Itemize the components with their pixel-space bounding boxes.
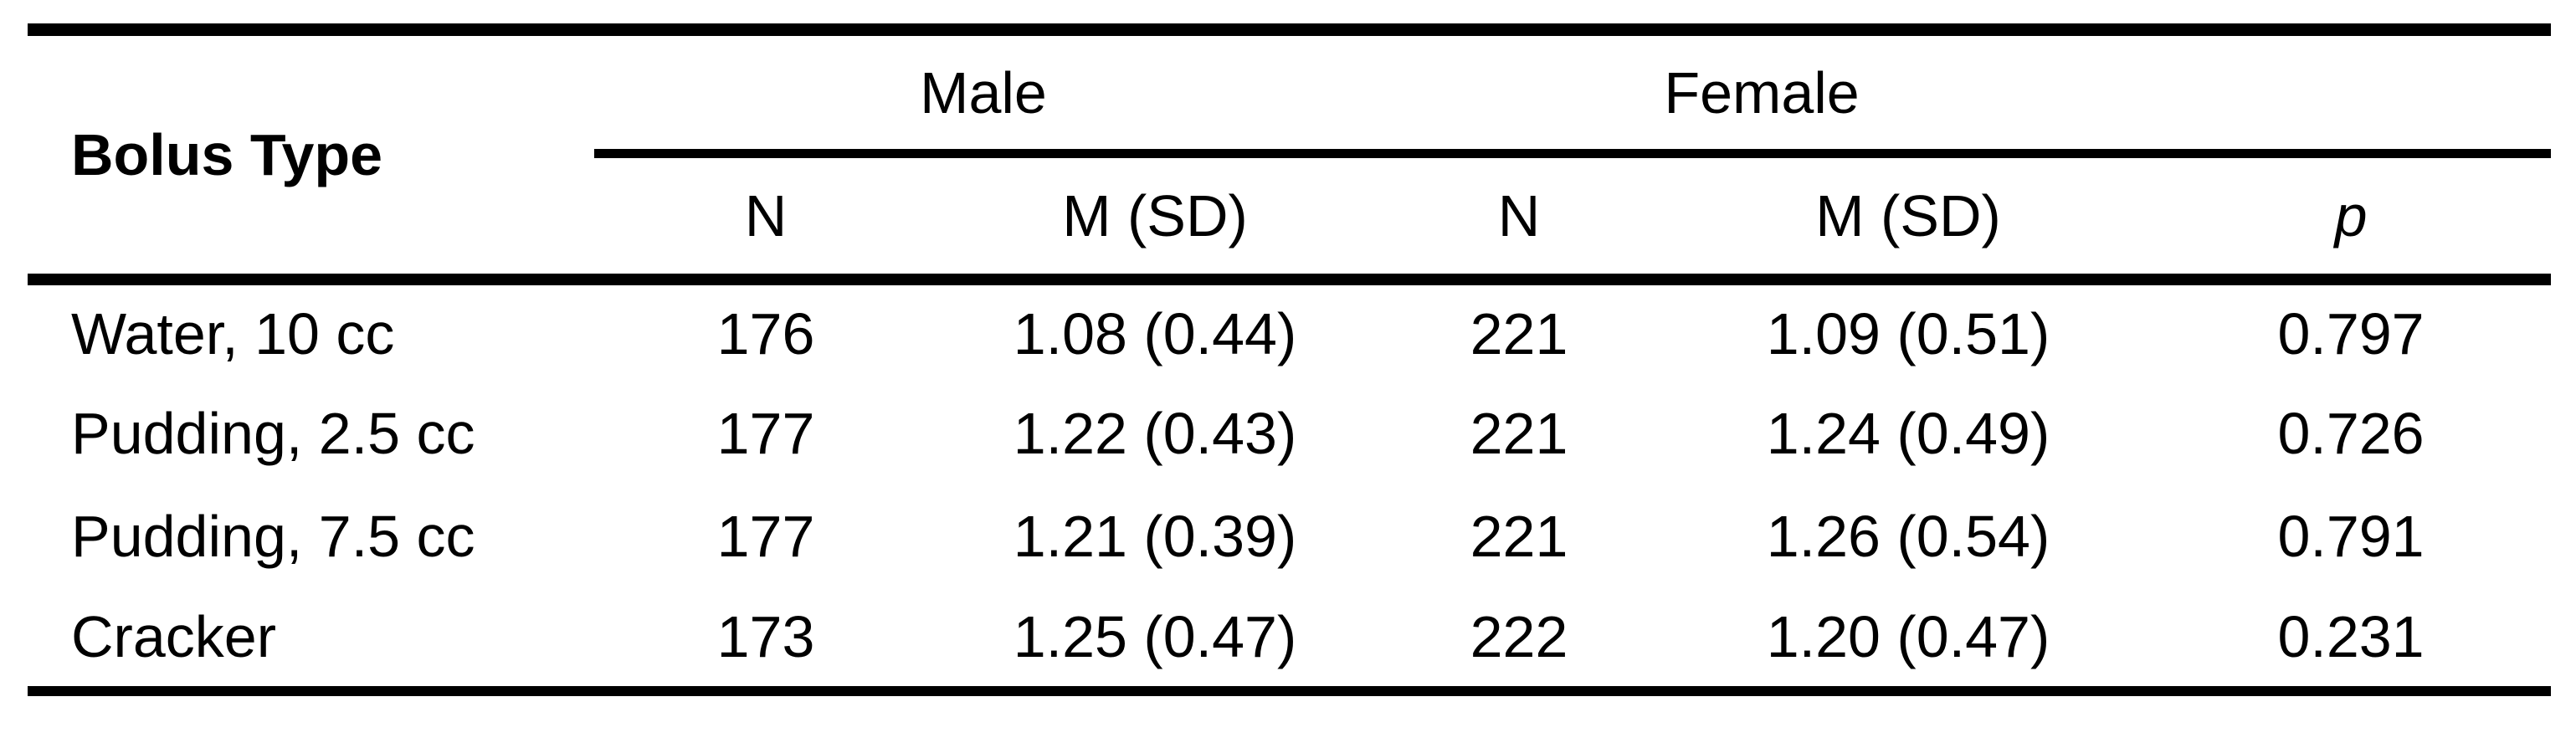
bolus-label-cell: Pudding, 7.5 cc (71, 504, 475, 569)
male-msd-cell: 1.25 (0.47) (1013, 604, 1297, 669)
table-row: Pudding, 7.5 cc 177 1.21 (0.39) 221 1.26… (28, 485, 2551, 588)
male-n-cell: 177 (716, 504, 815, 569)
bolus-type-table: Bolus Type Male Female N M (SD) N M (SD)… (28, 23, 2552, 696)
p-value-cell: 0.231 (2277, 604, 2425, 669)
table-row: Pudding, 2.5 cc 177 1.22 (0.43) 221 1.24… (28, 382, 2551, 485)
female-msd-cell: 1.26 (0.54) (1766, 504, 2050, 569)
male-n-cell: 173 (716, 604, 815, 669)
male-msd-cell: 1.21 (0.39) (1013, 504, 1297, 569)
p-header: p (2151, 153, 2552, 285)
p-spacer-cell (2151, 29, 2552, 158)
male-n-cell: 177 (716, 401, 815, 466)
bolus-label-cell: Cracker (71, 604, 277, 669)
female-msd-header: M (SD) (1665, 153, 2152, 285)
female-n-header: N (1373, 153, 1666, 285)
female-n-cell: 221 (1470, 401, 1568, 466)
female-n-cell: 221 (1470, 300, 1568, 366)
female-msd-cell: 1.24 (0.49) (1766, 401, 2050, 466)
p-value-cell: 0.797 (2277, 300, 2425, 366)
male-msd-cell: 1.08 (0.44) (1013, 300, 1297, 366)
male-msd-cell: 1.22 (0.43) (1013, 401, 1297, 466)
table-row: Water, 10 cc 176 1.08 (0.44) 221 1.09 (0… (28, 279, 2551, 382)
subheader-row: N M (SD) N M (SD) p (28, 153, 2552, 285)
female-msd-cell: 1.20 (0.47) (1766, 604, 2050, 669)
male-msd-header: M (SD) (937, 153, 1373, 285)
male-n-cell: 176 (716, 300, 815, 366)
group-header-row: Bolus Type Male Female (28, 29, 2552, 285)
p-value-cell: 0.726 (2277, 401, 2425, 466)
male-group-header: Male (594, 29, 1373, 158)
bolus-label-cell: Water, 10 cc (71, 300, 395, 366)
table-row: Cracker 173 1.25 (0.47) 222 1.20 (0.47) … (28, 588, 2551, 691)
female-group-header: Female (1373, 29, 2152, 158)
male-n-header: N (594, 153, 937, 285)
bolus-label-cell: Pudding, 2.5 cc (71, 401, 475, 466)
female-n-cell: 221 (1470, 504, 1568, 569)
bolus-type-header: Bolus Type (28, 29, 594, 285)
p-value-cell: 0.791 (2277, 504, 2425, 569)
female-n-cell: 222 (1470, 604, 1568, 669)
female-msd-cell: 1.09 (0.51) (1766, 300, 2050, 366)
